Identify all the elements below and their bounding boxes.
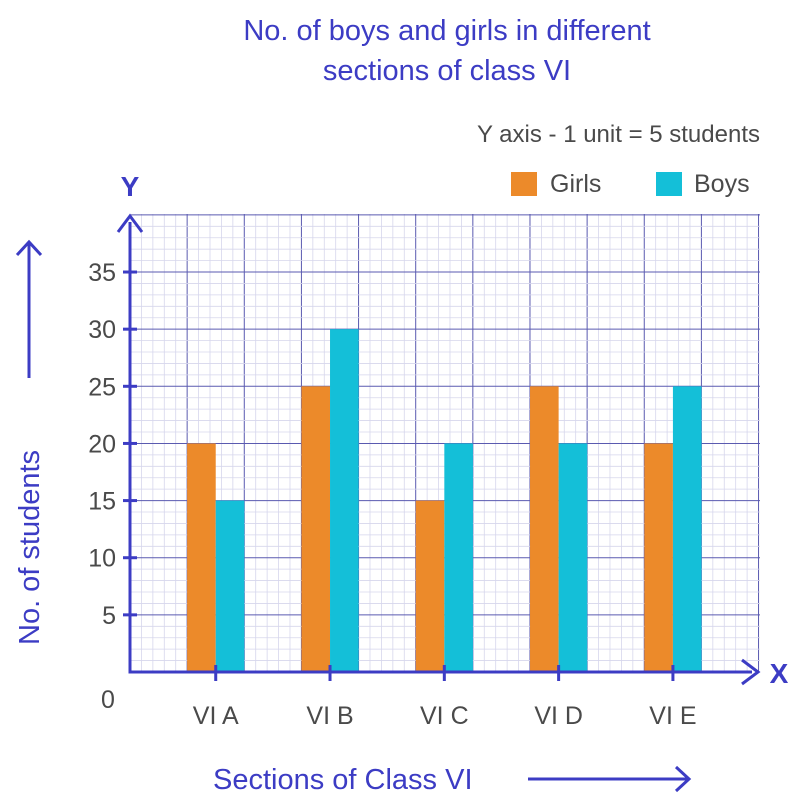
bar-girls-vi-b [301,386,331,672]
bar-boys-vi-a [215,500,245,672]
y-axis-label: No. of students [14,450,46,645]
legend-label-girls: Girls [550,170,601,198]
x-tick-label: VI C [420,702,469,730]
x-tick-label: VI A [193,702,239,730]
bar-boys-vi-d [558,443,588,672]
y-tick-label: 30 [88,316,116,344]
x-tick-label: VI D [534,702,583,730]
bar-girls-vi-c [415,500,445,672]
x-axis-letter: X [770,658,789,689]
y-axis-arrowhead [116,213,144,233]
chart-title-line-1: No. of boys and girls in different [243,15,650,47]
y-axis-label-arrow [15,239,43,378]
x-tick-label: VI E [649,702,696,730]
bar-boys-vi-e [672,386,702,672]
x-axis-label-arrow [528,765,692,793]
x-axis-arrowhead [741,658,761,686]
legend-swatch-boys [656,172,682,196]
x-tick-label: VI B [306,702,353,730]
bar-girls-vi-d [530,386,559,672]
y-tick-label: 15 [88,488,116,516]
y-tick-label: 10 [88,545,116,573]
axes [116,213,761,686]
bar-girls-vi-a [187,443,216,672]
scale-note: Y axis - 1 unit = 5 students [477,121,760,148]
legend-label-boys: Boys [694,170,750,198]
y-tick-label: 20 [88,430,116,458]
legend-swatch-girls [511,172,537,196]
origin-label: 0 [101,686,115,714]
bar-girls-vi-e [644,443,673,672]
y-tick-labels: 5 10 15 20 25 30 35 [88,259,116,630]
bar-boys-vi-c [444,443,473,672]
x-tick-labels: VI A VI B VI C VI D VI E [193,702,697,730]
bar-group [187,329,702,672]
y-tick-label: 5 [102,602,116,630]
y-tick-label: 35 [88,259,116,287]
chart-title-line-2: sections of class VI [323,55,571,87]
y-tick-label: 25 [88,373,116,401]
bar-boys-vi-b [330,329,359,672]
x-axis-label: Sections of Class VI [213,764,473,796]
y-axis-letter: Y [121,171,140,202]
